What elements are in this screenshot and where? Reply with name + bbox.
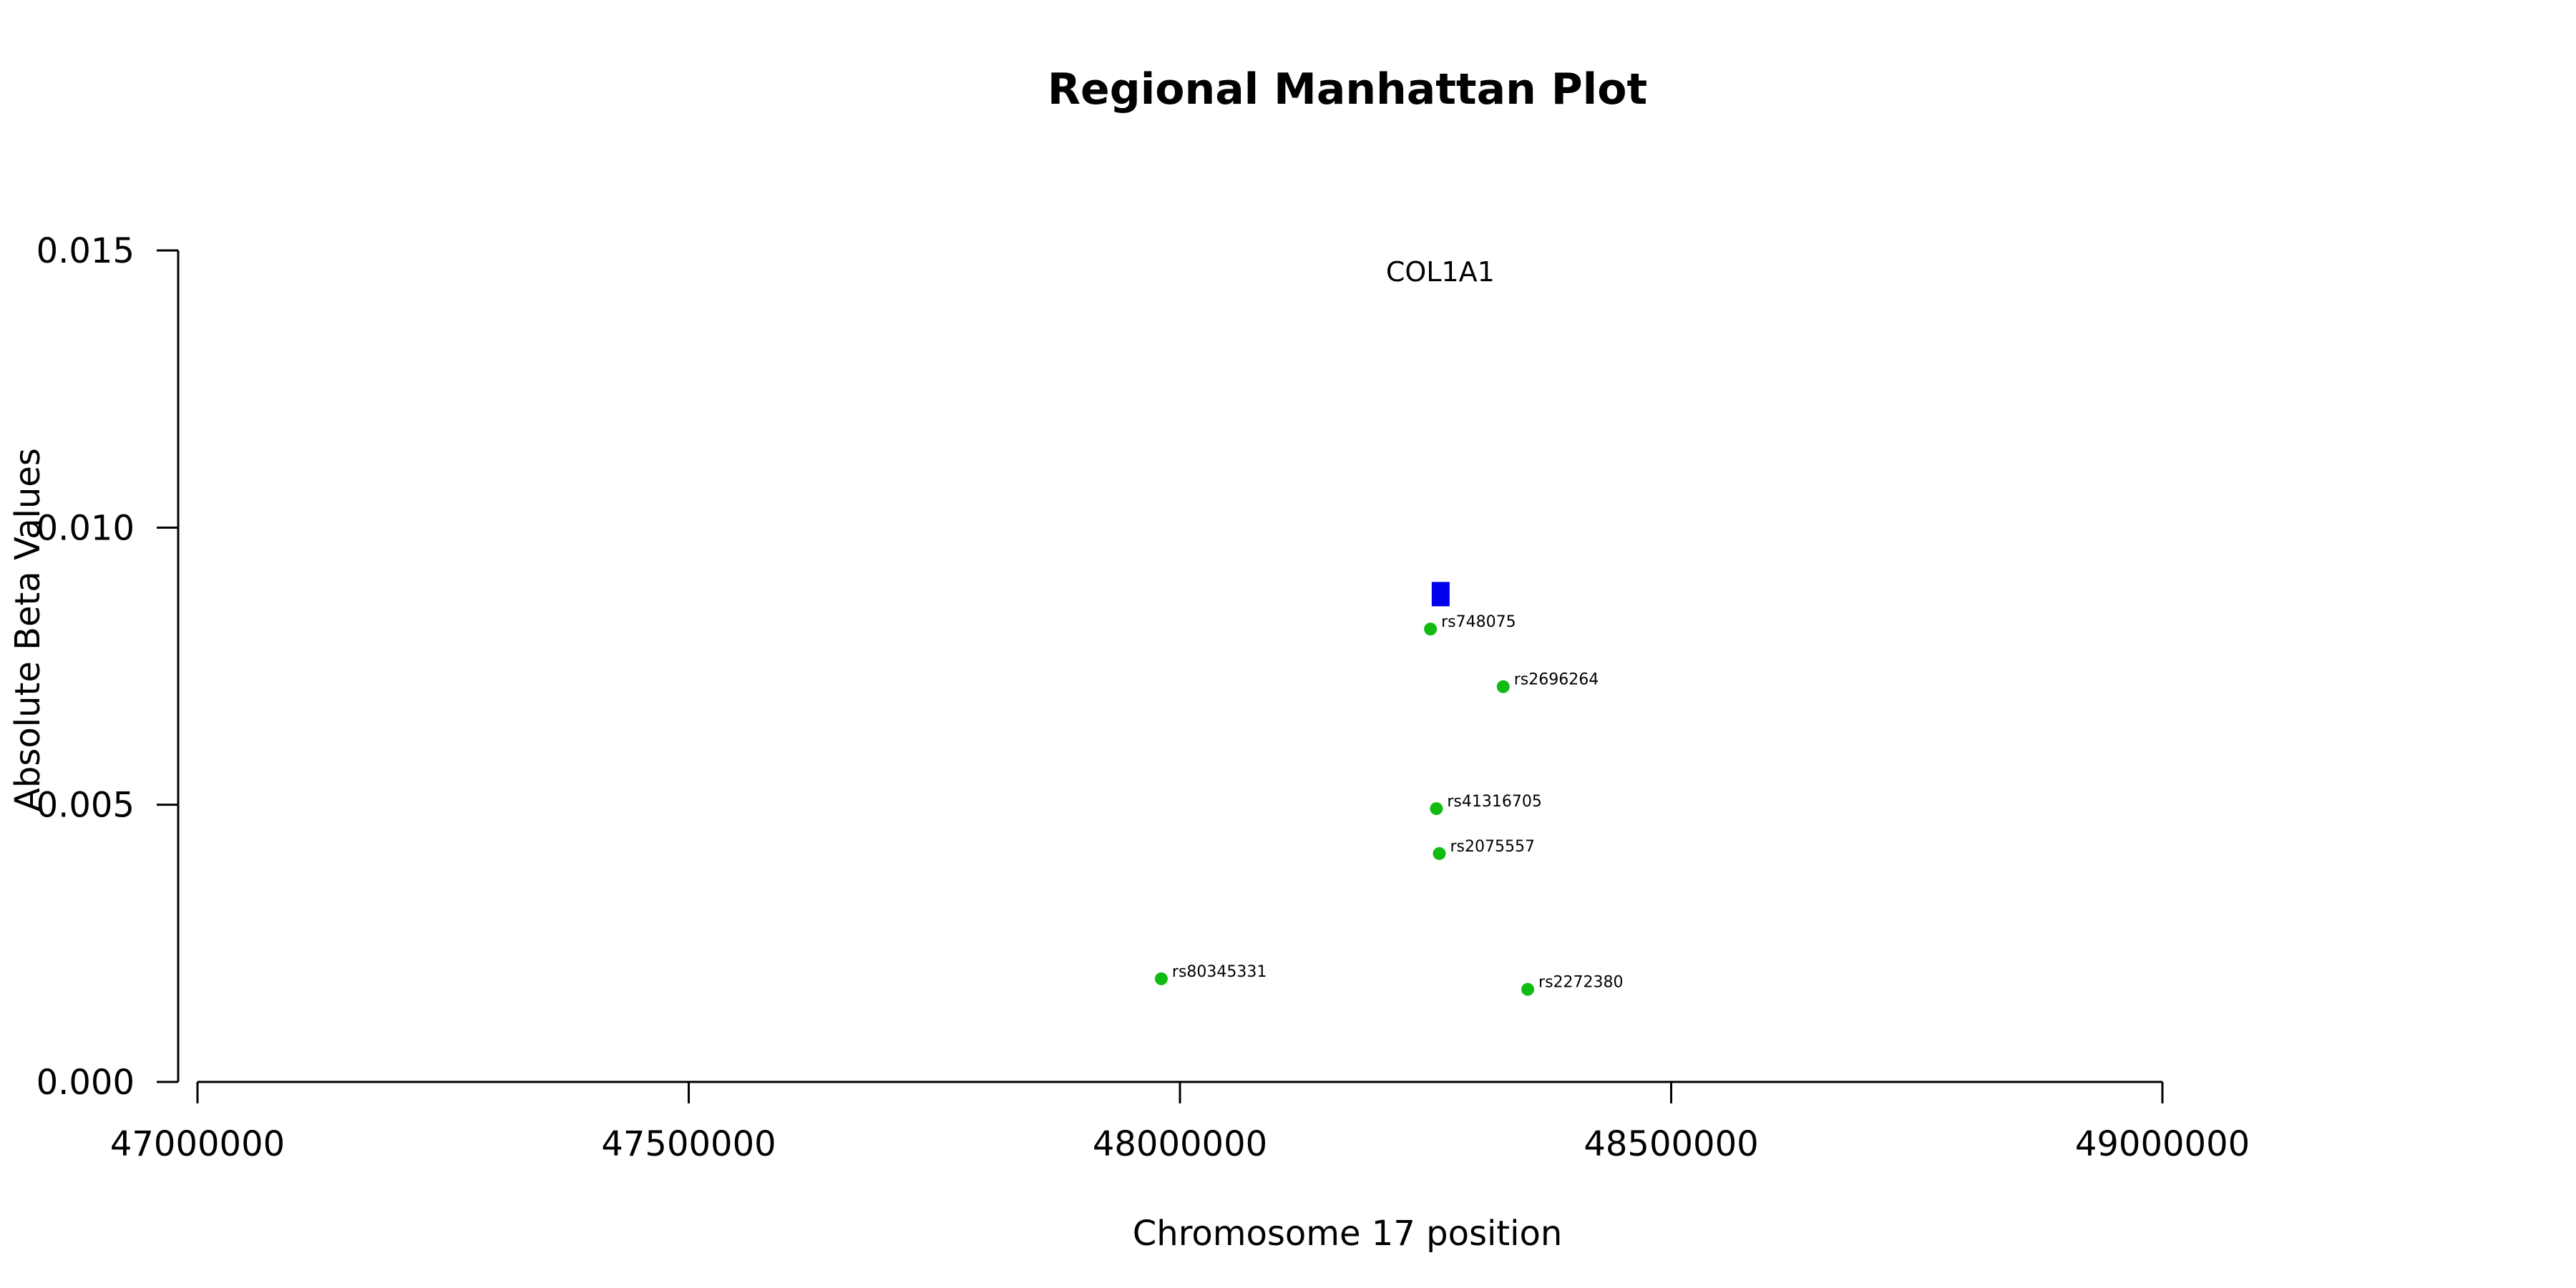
snp-label: rs2075557 bbox=[1450, 838, 1535, 856]
snp-label: rs80345331 bbox=[1172, 963, 1267, 981]
snp-point bbox=[1424, 623, 1438, 636]
snp-label: rs748075 bbox=[1441, 613, 1516, 631]
snp-point bbox=[1433, 847, 1446, 860]
snp-point bbox=[1521, 982, 1535, 996]
x-tick-label: 48000000 bbox=[1093, 1124, 1267, 1164]
snp-label: rs2272380 bbox=[1538, 974, 1624, 992]
snp-label: rs41316705 bbox=[1447, 793, 1541, 811]
gene-layer: COL1A1 bbox=[1386, 256, 1495, 607]
snp-point bbox=[1496, 680, 1510, 693]
snp-point bbox=[1430, 802, 1443, 816]
x-axis: 47000000 47500000 48000000 48500000 49000000 bbox=[110, 1080, 2250, 1164]
gene-marker bbox=[1431, 582, 1450, 607]
y-tick-label: 0.005 bbox=[36, 786, 135, 826]
x-tick-label: 48500000 bbox=[1584, 1124, 1758, 1164]
chart-title: Regional Manhattan Plot bbox=[1048, 64, 1647, 114]
gene-label: COL1A1 bbox=[1386, 256, 1495, 288]
y-tick-label: 0.015 bbox=[36, 231, 135, 271]
y-axis: 0.000 0.005 0.010 0.015 bbox=[36, 231, 180, 1103]
snp-label: rs2696264 bbox=[1514, 671, 1599, 689]
y-tick-label: 0.010 bbox=[36, 508, 135, 548]
x-tick-label: 49000000 bbox=[2075, 1124, 2250, 1164]
snp-point bbox=[1154, 972, 1168, 985]
y-axis-label: Absolute Beta Values bbox=[8, 448, 48, 811]
x-tick-label: 47500000 bbox=[601, 1124, 776, 1164]
y-tick-label: 0.000 bbox=[36, 1063, 135, 1103]
x-tick-label: 47000000 bbox=[110, 1124, 285, 1164]
points-layer: rs748075 rs2696264 rs41316705 rs2075557 rs80… bbox=[1154, 613, 1624, 996]
x-axis-label: Chromosome 17 position bbox=[1133, 1214, 1563, 1254]
